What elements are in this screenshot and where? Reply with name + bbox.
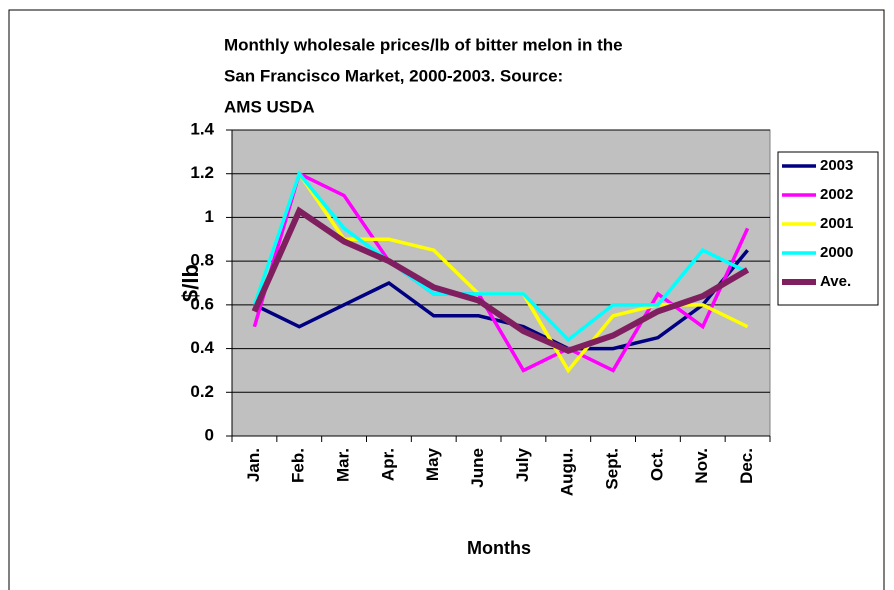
series-line	[253, 249, 749, 351]
y-tick-label: 0.6	[190, 294, 214, 313]
x-tick-label: May	[423, 447, 442, 481]
x-tick-label: Mar.	[334, 448, 353, 482]
x-tick-label: Augu.	[558, 448, 577, 496]
x-tick-label: Apr.	[378, 448, 397, 481]
series-line	[252, 170, 749, 343]
y-axis-title: $/lb	[178, 264, 203, 302]
x-tick-label: Oct.	[647, 448, 666, 481]
chart-title: Monthly wholesale prices/lb of bitter me…	[224, 35, 623, 54]
x-tick-label: June	[468, 448, 487, 488]
y-tick-label: 0.8	[190, 251, 214, 270]
legend-label: 2000	[820, 244, 853, 261]
plot-area	[231, 129, 771, 437]
y-tick-label: 0.2	[190, 382, 214, 401]
legend-label: 2001	[820, 215, 853, 232]
title: Monthly wholesale prices/lb of bitter me…	[224, 35, 623, 116]
chart-title: AMS USDA	[224, 97, 315, 116]
y-tick-label: 1	[205, 207, 214, 226]
legend-label: Ave.	[820, 273, 851, 290]
series-line	[252, 171, 750, 373]
x-tick-label: Sept.	[603, 448, 622, 490]
legend-label: 2003	[820, 157, 853, 174]
x-axis-title: Months	[467, 538, 531, 558]
series-line	[251, 206, 750, 354]
y-tick-label: 0.4	[190, 338, 214, 357]
x-tick-label: Nov.	[692, 448, 711, 484]
y-tick-label: 1.2	[190, 163, 214, 182]
x-tick-label: July	[513, 447, 532, 482]
y-tick-label: 0	[205, 425, 214, 444]
chart-title: San Francisco Market, 2000-2003. Source:	[224, 66, 563, 85]
x-tick-label: Jan.	[244, 448, 263, 482]
legend-label: 2002	[820, 186, 853, 203]
x-tick-label: Feb.	[289, 448, 308, 483]
x-tick-label: Dec.	[737, 448, 756, 484]
y-tick-label: 1.4	[190, 119, 214, 138]
